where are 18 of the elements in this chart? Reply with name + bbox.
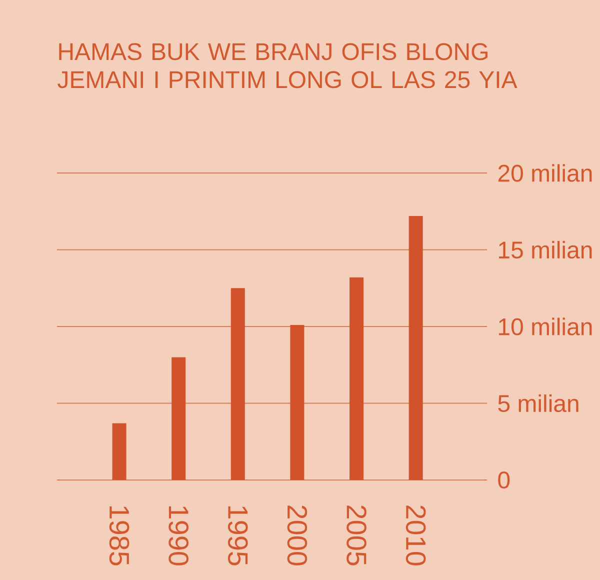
y-tick-label: 15 milian [499, 240, 592, 259]
bar [408, 216, 423, 480]
y-tick-label: 0 [498, 471, 510, 488]
x-tick-label: 2010 [406, 506, 426, 566]
y-tick-label: 10 milian [499, 318, 592, 336]
bar [112, 423, 126, 480]
x-tick-label: 1995 [228, 506, 248, 566]
x-tick-label: 1990 [168, 506, 188, 566]
bar [172, 357, 186, 480]
y-tick-label: 20 milian [498, 164, 592, 182]
chart-title: HAMAS BUK WE BRANJ OFIS BLONG JEMANI I PRINTIM LONG OL LAS 25 YIA [58, 43, 518, 88]
bar [290, 324, 304, 480]
x-tick-label: 2005 [346, 506, 366, 566]
bar [350, 277, 364, 480]
bar [230, 288, 245, 480]
x-tick-label: 1985 [109, 506, 130, 566]
y-tick-label: 5 milian [498, 394, 578, 412]
x-tick-label: 2000 [287, 506, 308, 566]
